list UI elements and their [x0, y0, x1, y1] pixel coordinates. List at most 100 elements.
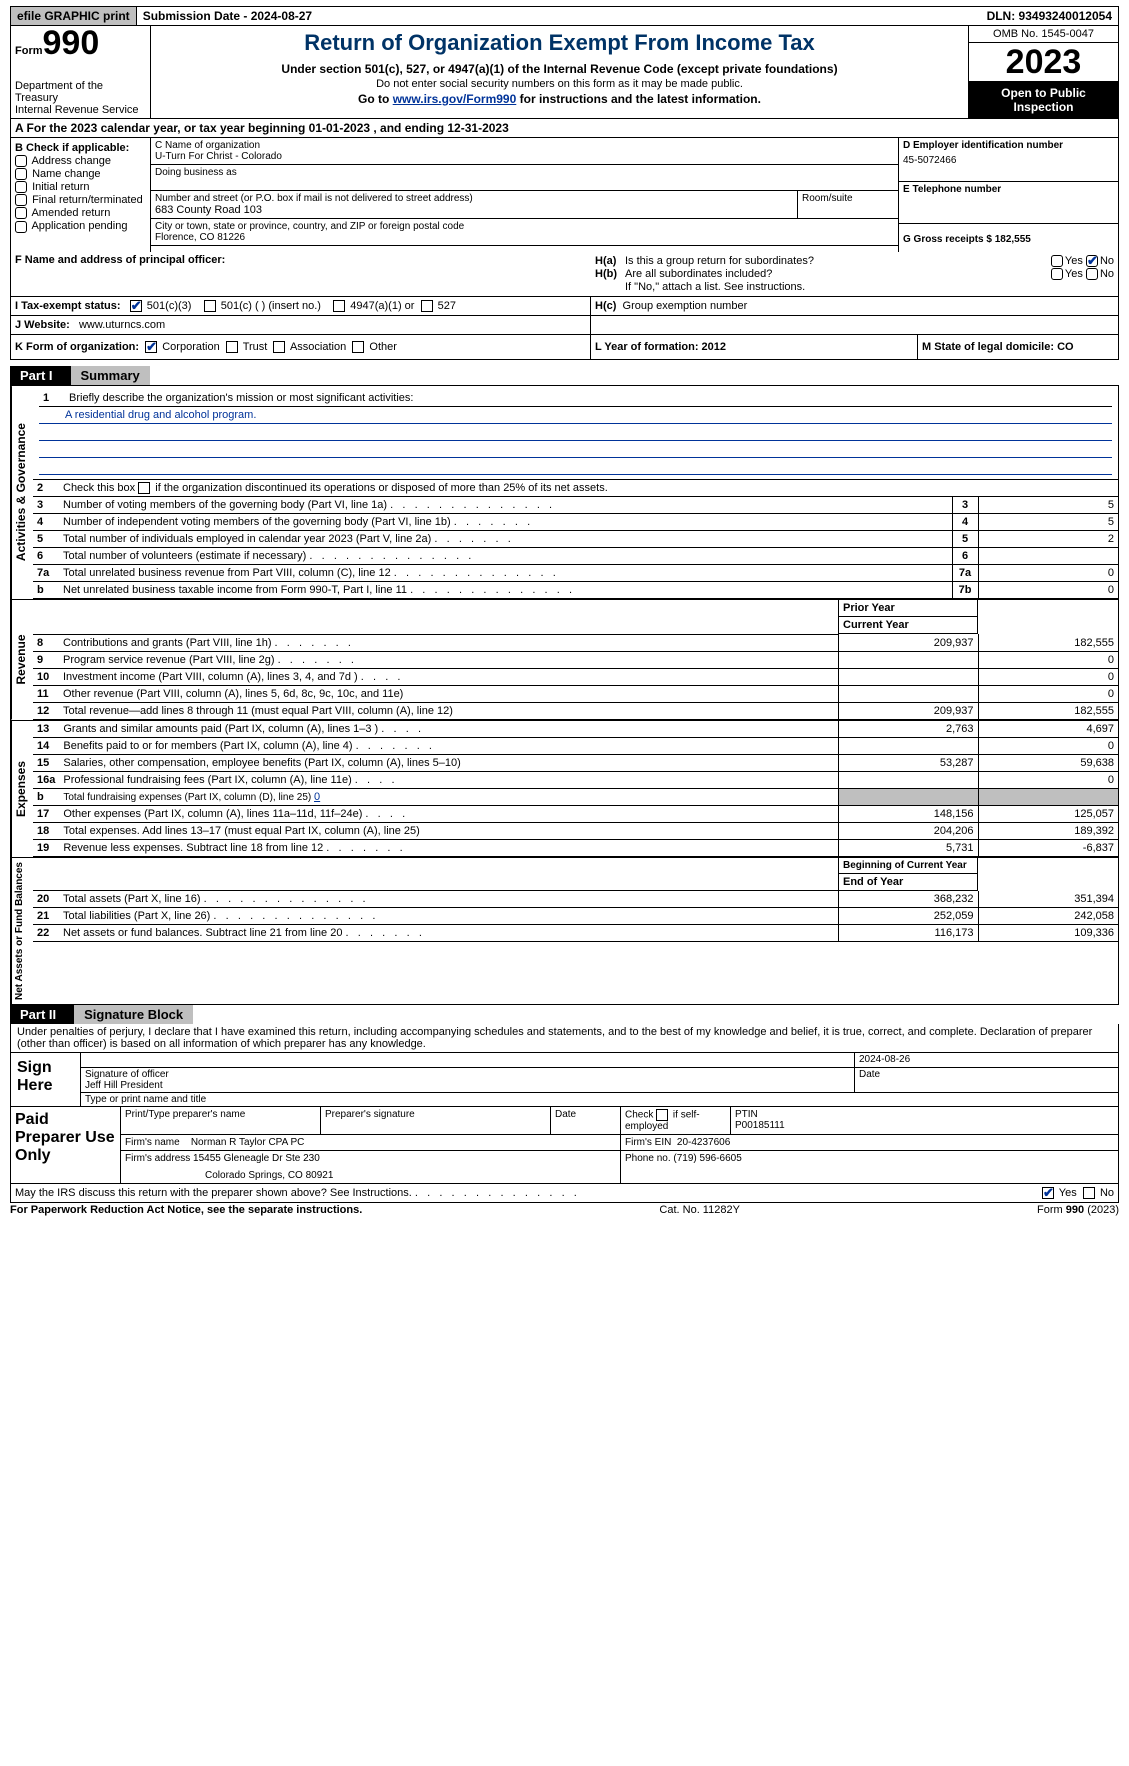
line12: Total revenue—add lines 8 through 11 (mu…: [59, 702, 838, 719]
hb-no[interactable]: [1086, 268, 1098, 280]
line10: Investment income (Part VIII, column (A)…: [59, 668, 838, 685]
line8: Contributions and grants (Part VIII, lin…: [59, 634, 838, 651]
line18: Total expenses. Add lines 13–17 (must eq…: [59, 822, 838, 839]
firm-phone: (719) 596-6605: [673, 1153, 741, 1164]
vtab-activities: Activities & Governance: [11, 386, 33, 599]
irs-label: Internal Revenue Service: [15, 104, 146, 116]
check-discontinued[interactable]: [138, 482, 150, 494]
box-m: M State of legal domicile: CO: [918, 335, 1118, 359]
box-j: J Website: www.uturncs.com: [11, 316, 591, 334]
line15: Salaries, other compensation, employee b…: [59, 754, 838, 771]
current-year-hdr: Current Year: [838, 617, 978, 634]
box-b: B Check if applicable: Address change Na…: [11, 138, 151, 252]
check-4947[interactable]: [333, 300, 345, 312]
check-app-pending[interactable]: [15, 221, 27, 233]
top-toolbar: efile GRAPHIC print Submission Date - 20…: [10, 6, 1119, 26]
may-no[interactable]: [1083, 1187, 1095, 1199]
end-year-hdr: End of Year: [838, 874, 978, 891]
line3: Number of voting members of the governin…: [59, 497, 952, 514]
check-amended[interactable]: [15, 207, 27, 219]
line9: Program service revenue (Part VIII, line…: [59, 651, 838, 668]
form-title: Return of Organization Exempt From Incom…: [155, 30, 964, 56]
check-527[interactable]: [421, 300, 433, 312]
line6: Total number of volunteers (estimate if …: [59, 548, 952, 565]
org-name: U-Turn For Christ - Colorado: [155, 151, 894, 162]
box-h: H(a)Is this a group return for subordina…: [591, 252, 1118, 296]
dln: DLN: 93493240012054: [981, 7, 1118, 25]
line14: Benefits paid to or for members (Part IX…: [59, 737, 838, 754]
check-initial-return[interactable]: [15, 181, 27, 193]
line16a: Professional fundraising fees (Part IX, …: [59, 771, 838, 788]
check-other[interactable]: [352, 341, 364, 353]
check-address-change[interactable]: [15, 155, 27, 167]
line7a: Total unrelated business revenue from Pa…: [59, 565, 952, 582]
part1-title: Summary: [71, 366, 150, 385]
part2-tag: Part II: [10, 1005, 74, 1024]
line13: Grants and similar amounts paid (Part IX…: [59, 721, 838, 738]
line21: Total liabilities (Part X, line 26): [59, 908, 838, 925]
dept-treasury: Department of the Treasury: [15, 80, 146, 104]
firm-name: Norman R Taylor CPA PC: [191, 1137, 305, 1148]
vtab-expenses: Expenses: [11, 721, 33, 857]
check-assoc[interactable]: [273, 341, 285, 353]
box-c: C Name of organizationU-Turn For Christ …: [151, 138, 898, 252]
line1-label: Briefly describe the organization's miss…: [65, 390, 1112, 407]
check-trust[interactable]: [226, 341, 238, 353]
submission-date: Submission Date - 2024-08-27: [137, 7, 318, 25]
beg-year-hdr: Beginning of Current Year: [838, 858, 978, 874]
room-suite-label: Room/suite: [798, 191, 898, 218]
ssn-warning: Do not enter social security numbers on …: [155, 78, 964, 90]
hb-yes[interactable]: [1051, 268, 1063, 280]
box-hc: H(c) Group exemption number: [591, 297, 1118, 315]
mission-text: A residential drug and alcohol program.: [39, 409, 1112, 424]
line20: Total assets (Part X, line 16): [59, 891, 838, 908]
line2: Check this box if the organization disco…: [59, 480, 1118, 497]
officer-name: Jeff Hill President: [85, 1080, 850, 1091]
check-501c[interactable]: [204, 300, 216, 312]
gross-receipts: G Gross receipts $ 182,555: [903, 234, 1031, 245]
box-k: K Form of organization: Corporation Trus…: [11, 335, 591, 359]
sig-date: 2024-08-26: [855, 1053, 1118, 1067]
may-yes[interactable]: [1042, 1187, 1054, 1199]
firm-ein: 20-4237606: [677, 1137, 730, 1148]
line11: Other revenue (Part VIII, column (A), li…: [59, 685, 838, 702]
form-subtitle: Under section 501(c), 527, or 4947(a)(1)…: [155, 62, 964, 76]
check-corp[interactable]: [145, 341, 157, 353]
line17: Other expenses (Part IX, column (A), lin…: [59, 805, 838, 822]
perjury-statement: Under penalties of perjury, I declare th…: [10, 1024, 1119, 1053]
line5: Total number of individuals employed in …: [59, 531, 952, 548]
efile-print-button[interactable]: efile GRAPHIC print: [11, 7, 137, 25]
ein: 45-5072466: [903, 155, 1114, 166]
line-a-tax-year: A For the 2023 calendar year, or tax yea…: [10, 119, 1119, 138]
tax-year: 2023: [969, 43, 1118, 82]
ha-no[interactable]: [1086, 255, 1098, 267]
vtab-revenue: Revenue: [11, 600, 33, 720]
check-self-employed[interactable]: [656, 1109, 668, 1121]
may-discuss: May the IRS discuss this return with the…: [10, 1184, 1119, 1203]
check-name-change[interactable]: [15, 168, 27, 180]
paid-preparer-label: Paid Preparer Use Only: [11, 1107, 121, 1183]
firm-addr1: 15455 Gleneagle Dr Ste 230: [193, 1153, 320, 1164]
website: www.uturncs.com: [79, 319, 165, 331]
firm-addr2: Colorado Springs, CO 80921: [125, 1170, 616, 1181]
org-street: 683 County Road 103: [155, 204, 793, 216]
line16b: Total fundraising expenses (Part IX, col…: [59, 788, 838, 805]
ha-yes[interactable]: [1051, 255, 1063, 267]
paperwork-notice: For Paperwork Reduction Act Notice, see …: [10, 1204, 362, 1216]
check-final-return[interactable]: [15, 194, 27, 206]
check-501c3[interactable]: [130, 300, 142, 312]
irs-link[interactable]: www.irs.gov/Form990: [393, 92, 517, 106]
cat-no: Cat. No. 11282Y: [362, 1204, 1037, 1216]
prior-year-hdr: Prior Year: [838, 600, 978, 617]
part1-tag: Part I: [10, 366, 71, 385]
telephone-label: E Telephone number: [899, 182, 1118, 224]
line22: Net assets or fund balances. Subtract li…: [59, 925, 838, 942]
omb-number: OMB No. 1545-0047: [969, 26, 1118, 43]
box-i: I Tax-exempt status: 501(c)(3) 501(c) ( …: [11, 297, 591, 315]
box-l: L Year of formation: 2012: [591, 335, 918, 359]
part2-title: Signature Block: [74, 1005, 193, 1024]
open-inspection: Open to Public Inspection: [969, 82, 1118, 118]
vtab-net-assets: Net Assets or Fund Balances: [11, 858, 33, 1004]
line7b: Net unrelated business taxable income fr…: [59, 582, 952, 599]
line4: Number of independent voting members of …: [59, 514, 952, 531]
